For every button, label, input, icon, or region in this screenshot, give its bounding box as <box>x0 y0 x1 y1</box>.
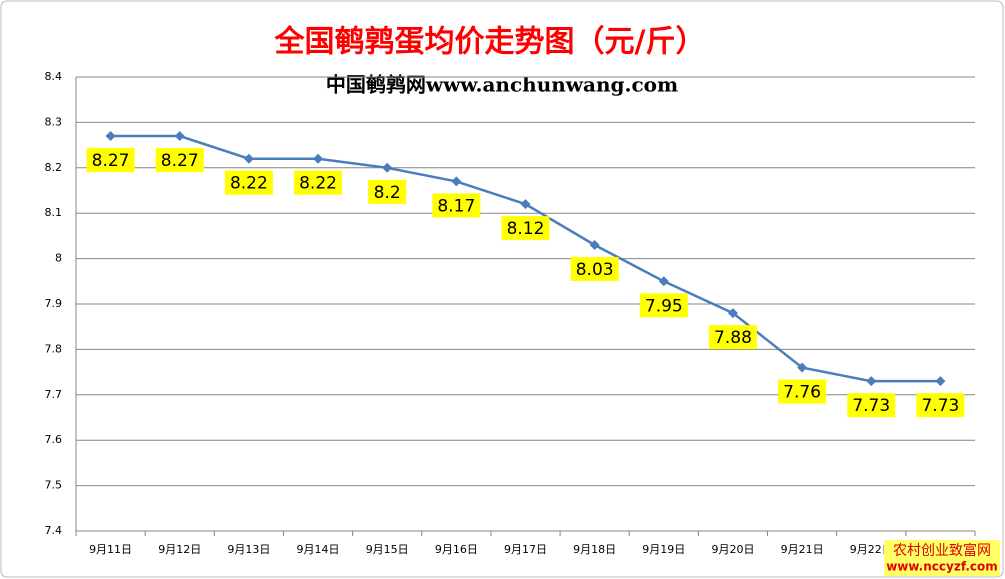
label-box <box>570 256 619 281</box>
y-tick-label: 7.6 <box>45 433 63 446</box>
chart-title: 全国鹌鹑蛋均价走势图（元/斤） <box>274 25 706 60</box>
label-box <box>368 179 407 204</box>
data-label: 7.95 <box>645 296 683 316</box>
watermark-box <box>884 540 1000 576</box>
x-tick-label: 9月20日 <box>711 543 754 556</box>
y-tick-label: 8.1 <box>45 206 63 219</box>
label-box <box>224 170 273 195</box>
chart-subtitle: 中国鹌鹑网www.anchunwang.com <box>326 73 678 97</box>
data-label: 7.76 <box>783 383 821 403</box>
x-tick-label: 9月22日 <box>850 543 893 556</box>
y-tick-label: 7.5 <box>45 479 63 492</box>
y-tick-label: 8.4 <box>45 70 63 83</box>
x-tick-label: 9月11日 <box>89 543 132 556</box>
marker <box>797 362 808 373</box>
label-box <box>847 393 896 418</box>
data-label: 8.22 <box>230 174 268 194</box>
marker <box>589 239 600 250</box>
label-box <box>501 216 550 241</box>
y-tick-label: 7.7 <box>45 388 63 401</box>
label-box <box>432 193 481 218</box>
data-label: 7.73 <box>921 396 959 416</box>
y-tick-label: 8.3 <box>45 115 63 128</box>
x-tick-label: 9月21日 <box>781 543 824 556</box>
label-box <box>916 393 965 418</box>
x-tick-label: 9月14日 <box>297 543 340 556</box>
label-box <box>708 325 757 350</box>
marker <box>174 131 185 142</box>
marker <box>727 308 738 319</box>
marker <box>520 199 531 210</box>
data-label: 8.12 <box>507 219 545 239</box>
y-tick-label: 7.9 <box>45 297 63 310</box>
x-tick-label: 9月13日 <box>227 543 270 556</box>
data-label: 8.03 <box>576 260 614 280</box>
marker <box>243 153 254 164</box>
watermark-url: www.nccyzf.com <box>886 560 998 574</box>
marker <box>313 153 324 164</box>
label-box <box>155 148 204 173</box>
marker <box>935 376 946 387</box>
x-tick-label: 9月12日 <box>158 543 201 556</box>
x-tick-label: 9月19日 <box>642 543 685 556</box>
y-tick-label: 8 <box>55 252 62 265</box>
data-label: 8.27 <box>92 151 130 171</box>
y-tick-label: 8.2 <box>45 161 63 174</box>
label-box <box>294 170 343 195</box>
x-tick-label: 9月16日 <box>435 543 478 556</box>
marker <box>658 276 669 287</box>
data-label: 8.27 <box>161 151 199 171</box>
y-tick-label: 7.8 <box>45 342 63 355</box>
data-label: 8.17 <box>437 196 475 216</box>
label-box <box>778 379 827 404</box>
marker <box>451 176 462 187</box>
x-tick-label: 9月15日 <box>366 543 409 556</box>
data-label: 8.22 <box>299 174 337 194</box>
marker <box>105 131 116 142</box>
label-box <box>86 148 135 173</box>
data-label: 7.73 <box>852 396 890 416</box>
data-label: 8.2 <box>374 183 401 203</box>
label-box <box>639 293 688 318</box>
x-tick-label: 9月18日 <box>573 543 616 556</box>
x-tick-label: 9月17日 <box>504 543 547 556</box>
marker <box>382 162 393 173</box>
y-tick-label: 7.4 <box>45 524 63 537</box>
marker <box>866 376 877 387</box>
data-label: 7.88 <box>714 328 752 348</box>
watermark-name: 农村创业致富网 <box>893 542 991 559</box>
